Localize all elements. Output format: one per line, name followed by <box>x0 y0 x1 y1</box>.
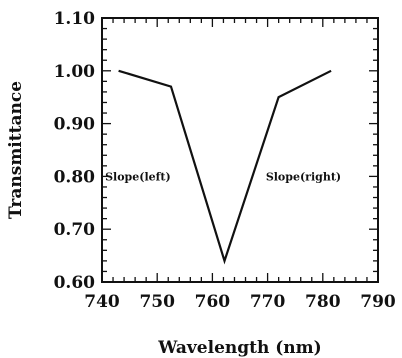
x-axis-title: Wavelength (nm) <box>157 338 321 358</box>
x-tick-label: 760 <box>195 292 231 312</box>
x-tick-label: 740 <box>84 292 120 312</box>
series-points <box>118 70 332 261</box>
x-tick-label: 780 <box>305 292 341 312</box>
y-tick-label: 1.00 <box>54 62 96 82</box>
x-tick-label: 750 <box>139 292 175 312</box>
y-tick-label: 0.70 <box>54 220 96 240</box>
y-tick-label: 0.60 <box>54 273 96 293</box>
x-tick-label: 790 <box>360 292 396 312</box>
slope-annotation: Slope(right) <box>266 170 341 183</box>
y-tick-label: 1.10 <box>54 9 96 29</box>
series-line <box>118 69 332 265</box>
annotations: Slope(left) Slope(right) <box>105 170 341 183</box>
axis-ticks <box>101 17 379 283</box>
y-tick-label: 0.90 <box>54 115 96 135</box>
x-tick-label: 770 <box>250 292 286 312</box>
y-axis-title: Transmittance <box>6 81 26 219</box>
plot-frame <box>101 17 379 283</box>
y-tick-label: 0.80 <box>54 167 96 187</box>
slope-annotation: Slope(left) <box>105 170 171 183</box>
tick-labels: 740 750 760 770 780 790 0.60 0.70 0.80 0.90 1.00 1.… <box>54 9 396 312</box>
